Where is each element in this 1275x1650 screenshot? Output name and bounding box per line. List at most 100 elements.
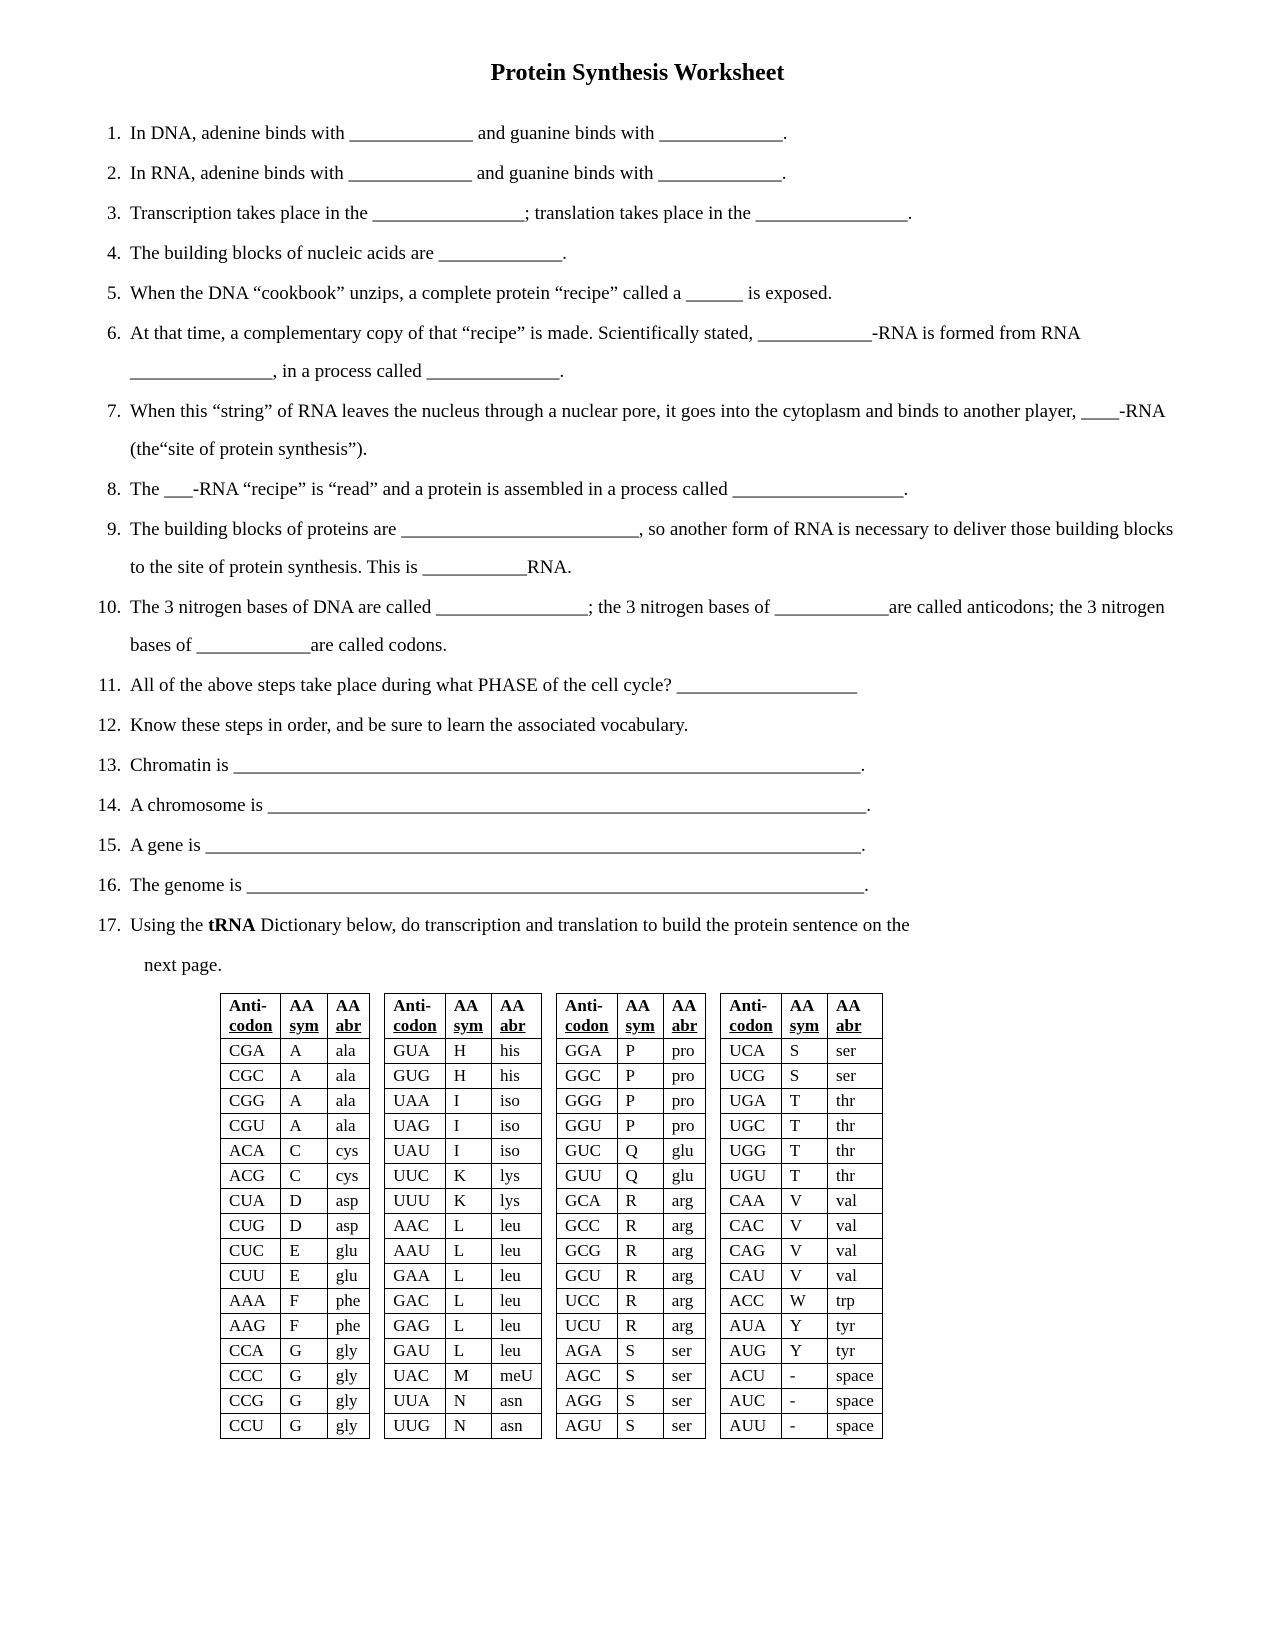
table-cell: ACU [721,1364,781,1389]
table-cell: L [445,1239,491,1264]
table-header: Anti-codon [385,994,445,1039]
table-cell: meU [492,1364,542,1389]
table-cell: UUG [385,1414,445,1439]
table-cell: GAC [385,1289,445,1314]
table-row: UGATthr [721,1089,883,1114]
table-cell: T [781,1114,827,1139]
table-cell: ACC [721,1289,781,1314]
q17-bold: tRNA [208,915,256,936]
table-row: UAAIiso [385,1089,542,1114]
table-cell: GAA [385,1264,445,1289]
table-cell: CAA [721,1189,781,1214]
table-row: AUC-space [721,1389,883,1414]
table-cell: P [617,1064,663,1089]
table-cell: ala [327,1089,370,1114]
table-row: GUCQglu [557,1139,706,1164]
table-cell: S [617,1389,663,1414]
table-cell: UUC [385,1164,445,1189]
table-cell: cys [327,1139,370,1164]
table-cell: cys [327,1164,370,1189]
question-item: Know these steps in order, and be sure t… [126,707,1185,745]
table-cell: AUA [721,1314,781,1339]
question-item: At that time, a complementary copy of th… [126,315,1185,391]
table-row: UACMmeU [385,1364,542,1389]
table-row: CUUEglu [221,1264,370,1289]
table-row: CCAGgly [221,1339,370,1364]
table-cell: I [445,1114,491,1139]
table-header: Anti-codon [221,994,281,1039]
table-row: UCCRarg [557,1289,706,1314]
table-row: CGAAala [221,1039,370,1064]
question-item: The building blocks of nucleic acids are… [126,235,1185,273]
q17-pre: Using the [130,915,208,936]
table-header: AAabr [492,994,542,1039]
table-header: Anti-codon [557,994,617,1039]
table-cell: I [445,1139,491,1164]
table-cell: V [781,1214,827,1239]
table-cell: leu [492,1314,542,1339]
table-row: CAGVval [721,1239,883,1264]
table-row: CUADasp [221,1189,370,1214]
question-item: Using the tRNA Dictionary below, do tran… [126,907,1185,945]
table-cell: lys [492,1189,542,1214]
table-header: AAsym [781,994,827,1039]
table-header: AAsym [617,994,663,1039]
table-row: GGGPpro [557,1089,706,1114]
table-row: GUUQglu [557,1164,706,1189]
table-cell: pro [663,1114,706,1139]
codon-table: Anti-codonAAsymAAabrUCASserUCGSserUGATth… [720,993,883,1439]
table-row: GCCRarg [557,1214,706,1239]
table-cell: R [617,1264,663,1289]
table-cell: Q [617,1139,663,1164]
table-cell: L [445,1289,491,1314]
table-cell: thr [828,1139,883,1164]
table-row: AACLleu [385,1214,542,1239]
table-row: UCASser [721,1039,883,1064]
table-cell: arg [663,1189,706,1214]
table-row: CGGAala [221,1089,370,1114]
table-cell: glu [327,1239,370,1264]
table-cell: arg [663,1264,706,1289]
table-cell: ser [663,1364,706,1389]
table-cell: G [281,1414,327,1439]
table-cell: CUC [221,1239,281,1264]
table-cell: R [617,1314,663,1339]
table-cell: GCC [557,1214,617,1239]
codon-table: Anti-codonAAsymAAabrGGAPproGGCPproGGGPpr… [556,993,706,1439]
table-row: UGUTthr [721,1164,883,1189]
table-cell: C [281,1139,327,1164]
table-cell: S [781,1064,827,1089]
table-cell: iso [492,1139,542,1164]
table-row: ACU-space [721,1364,883,1389]
table-cell: GCA [557,1189,617,1214]
table-cell: D [281,1189,327,1214]
table-cell: D [281,1214,327,1239]
table-cell: AGU [557,1414,617,1439]
table-cell: pro [663,1089,706,1114]
table-row: CGUAala [221,1114,370,1139]
table-cell: - [781,1414,827,1439]
question-item: The 3 nitrogen bases of DNA are called _… [126,589,1185,665]
question-item: When the DNA “cookbook” unzips, a comple… [126,275,1185,313]
table-row: ACGCcys [221,1164,370,1189]
q17-post: Dictionary below, do transcription and t… [256,915,910,936]
table-cell: gly [327,1339,370,1364]
question-item: In RNA, adenine binds with _____________… [126,155,1185,193]
table-row: AGGSser [557,1389,706,1414]
question-list: In DNA, adenine binds with _____________… [90,115,1185,945]
table-cell: A [281,1039,327,1064]
table-cell: R [617,1214,663,1239]
table-cell: A [281,1064,327,1089]
table-cell: - [781,1389,827,1414]
table-cell: arg [663,1314,706,1339]
table-cell: AAG [221,1314,281,1339]
table-cell: gly [327,1389,370,1414]
table-cell: space [828,1414,883,1439]
table-cell: ser [663,1339,706,1364]
table-cell: CUA [221,1189,281,1214]
table-cell: A [281,1089,327,1114]
table-cell: val [828,1239,883,1264]
table-cell: asp [327,1189,370,1214]
table-row: GUGHhis [385,1064,542,1089]
table-cell: GAG [385,1314,445,1339]
